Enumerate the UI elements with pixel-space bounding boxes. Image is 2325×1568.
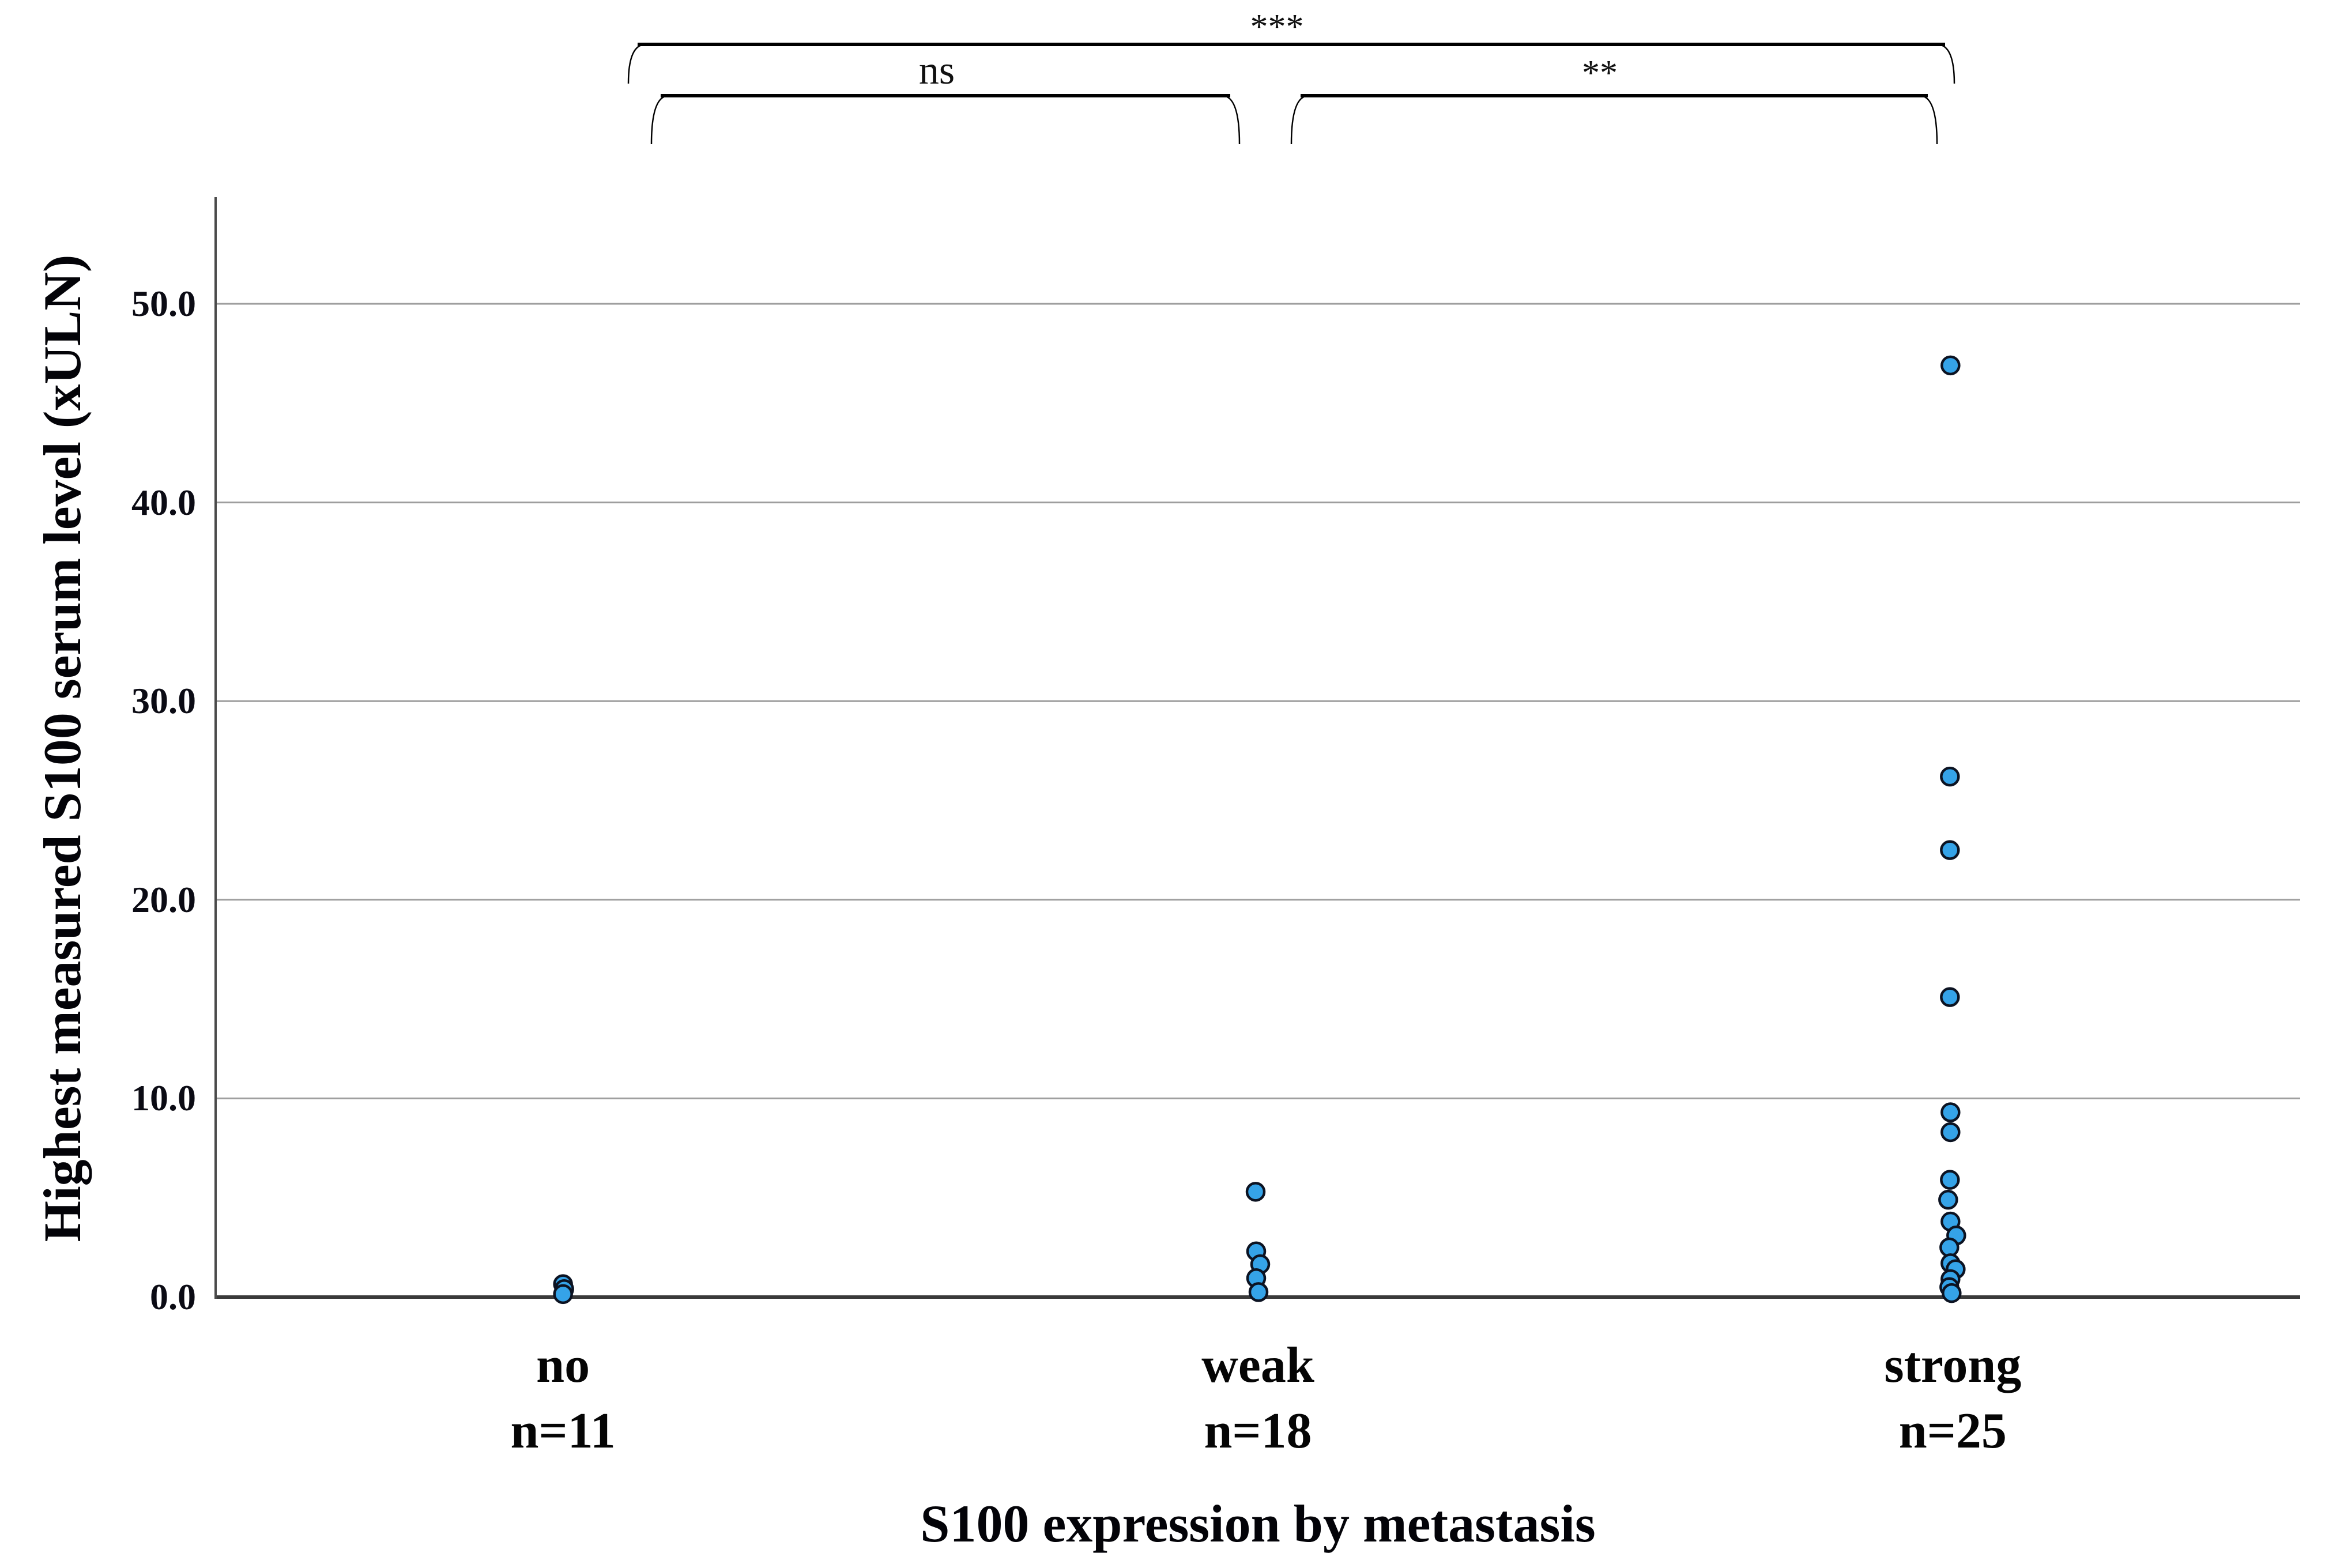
data-point-strong-7 <box>1938 1189 1958 1210</box>
y-tick-label-20: 20.0 <box>131 879 196 920</box>
data-point-weak-0 <box>1245 1182 1266 1202</box>
category-label-no: no <box>536 1337 590 1393</box>
significance-bracket-curve-0 <box>627 43 1955 84</box>
y-tick-label-10: 10.0 <box>131 1077 196 1119</box>
data-point-strong-2 <box>1940 840 1960 860</box>
significance-bracket-curve-1 <box>650 95 1241 145</box>
data-point-strong-5 <box>1940 1122 1961 1143</box>
category-label-strong: strong <box>1884 1337 2022 1393</box>
data-point-strong-15 <box>1942 1283 1962 1303</box>
category-n-label-strong: n=25 <box>1898 1403 2007 1459</box>
y-tick-label-30: 30.0 <box>131 680 196 722</box>
data-point-strong-6 <box>1940 1170 1960 1190</box>
data-point-strong-0 <box>1940 355 1961 376</box>
significance-bracket-curve-2 <box>1290 95 1938 145</box>
data-point-strong-3 <box>1940 987 1960 1007</box>
data-point-no-2 <box>553 1284 573 1305</box>
category-n-label-weak: n=18 <box>1204 1403 1312 1459</box>
y-tick-label-50: 50.0 <box>131 283 196 324</box>
significance-label-***: *** <box>1250 7 1304 47</box>
x-axis-title: S100 expression by metastasis <box>920 1494 1596 1553</box>
category-label-weak: weak <box>1201 1337 1314 1393</box>
data-point-strong-1 <box>1940 766 1960 787</box>
data-point-strong-4 <box>1940 1102 1961 1122</box>
category-n-label-no: n=11 <box>510 1403 616 1459</box>
significance-label-**: ** <box>1582 54 1618 93</box>
significance-label-ns: ns <box>918 48 955 93</box>
data-point-weak-4 <box>1248 1282 1269 1302</box>
y-tick-label-40: 40.0 <box>131 481 196 523</box>
y-tick-label-0: 0.0 <box>150 1276 196 1317</box>
